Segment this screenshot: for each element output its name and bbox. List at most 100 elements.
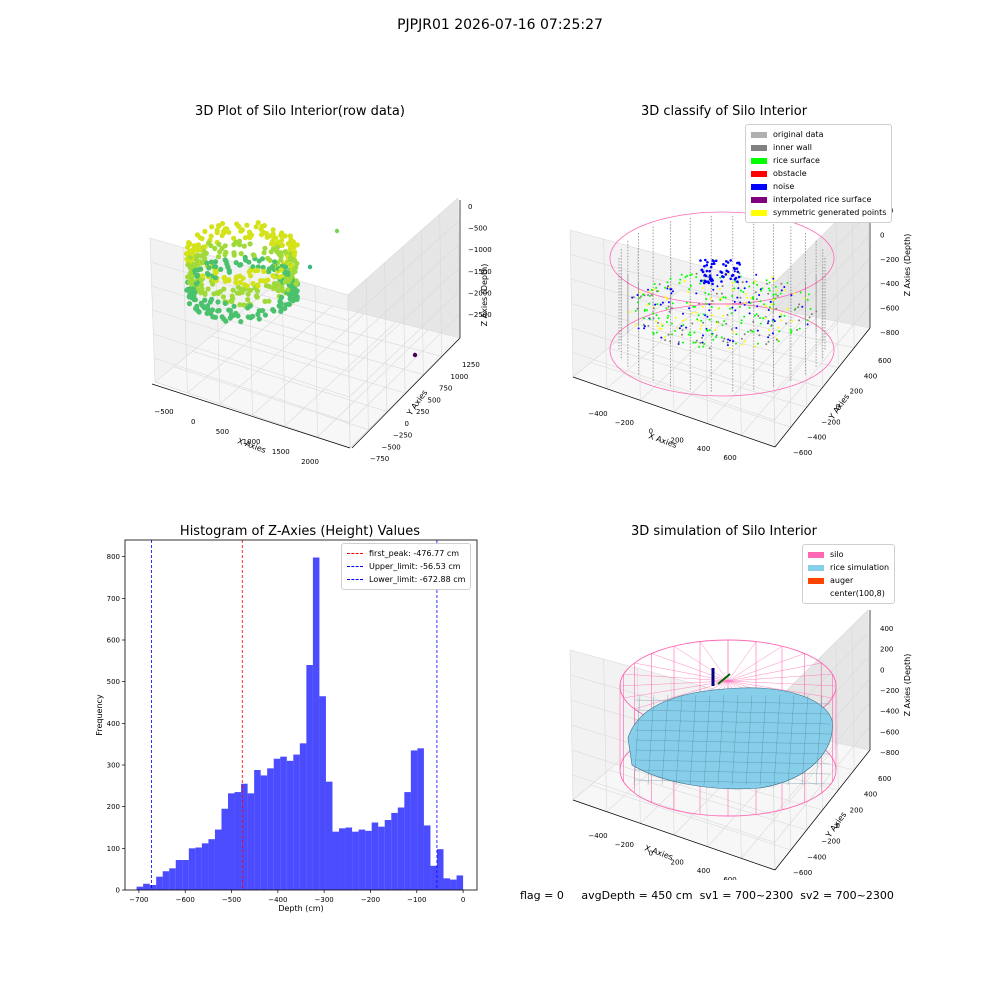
classified-point: [786, 308, 789, 310]
classified-point: [695, 292, 698, 295]
mesh-line: [634, 709, 831, 715]
axes-box: [569, 189, 871, 448]
classified-point: [729, 307, 731, 310]
z-axis-label: Z Axies (Depth): [480, 264, 489, 327]
data-point: [202, 290, 208, 296]
classified-point: [643, 327, 646, 330]
tick-label: 600: [878, 357, 891, 365]
legend-entry: Upper_limit: -56.53 cm: [347, 560, 465, 573]
noise-point: [711, 279, 714, 282]
classified-point: [726, 344, 729, 347]
classified-point: [729, 339, 731, 342]
classified-point: [755, 298, 758, 301]
classified-point: [780, 319, 783, 322]
tick-label: 750: [439, 385, 452, 393]
data-point: [285, 287, 291, 293]
mesh-line: [634, 749, 831, 755]
noise-point: [737, 275, 741, 279]
legend-label: center(100,8): [830, 589, 885, 598]
silo-roof-line: [623, 680, 729, 699]
x-ticks: −500 0 500 1000 1500 2000: [154, 408, 319, 466]
mesh-line: [689, 694, 697, 786]
noise-point: [738, 263, 741, 266]
data-point: [219, 314, 225, 320]
data-point: [206, 265, 212, 271]
classified-point: [760, 289, 763, 292]
tick-label: −200: [615, 419, 634, 427]
classified-point: [776, 294, 779, 297]
data-point: [290, 270, 296, 276]
classified-point: [738, 272, 741, 275]
classified-point: [689, 274, 692, 277]
classified-point: [798, 327, 801, 330]
classified-point: [689, 284, 692, 287]
classified-point: [723, 320, 726, 323]
classified-point: [726, 313, 729, 316]
classified-point: [803, 297, 806, 300]
classified-point: [765, 343, 768, 346]
tick-label: 200: [671, 436, 684, 444]
classified-point: [694, 341, 697, 344]
histogram-bar: [450, 879, 457, 890]
tick-label: 200: [671, 858, 684, 866]
mesh-line: [815, 694, 823, 786]
legend-label: obstacle: [773, 169, 807, 178]
classified-point: [806, 298, 809, 301]
classified-point: [708, 347, 711, 350]
classified-point: [643, 310, 646, 312]
classified-point: [646, 309, 648, 312]
tick-label: 0: [649, 850, 653, 858]
data-point: [192, 263, 198, 269]
classified-point: [678, 327, 681, 330]
tick-label: 0: [836, 822, 840, 830]
classified-point: [676, 327, 679, 330]
classified-point: [643, 325, 646, 328]
noise-point: [719, 270, 722, 273]
classified-point: [718, 288, 721, 290]
data-point: [216, 223, 222, 229]
tick-label: 400: [864, 791, 877, 799]
classified-point: [631, 296, 634, 299]
classified-point: [731, 306, 734, 309]
classified-point: [688, 288, 691, 291]
data-point: [244, 222, 250, 228]
data-point: [186, 240, 192, 246]
noise-point: [709, 265, 713, 269]
tick-label: 1000: [451, 373, 469, 381]
classified-point: [669, 340, 672, 343]
classified-point: [655, 320, 658, 323]
classified-point: [796, 329, 798, 331]
classified-point: [637, 327, 640, 330]
data-point: [202, 228, 208, 235]
tick-label: −400: [588, 410, 607, 418]
y-axis-line: [774, 749, 871, 871]
histogram-bar: [456, 875, 464, 890]
histogram-bar: [339, 828, 346, 890]
classified-point: [719, 298, 722, 301]
histogram-bar: [195, 847, 202, 890]
tick-label: 0: [468, 203, 472, 211]
data-point: [205, 272, 211, 278]
classified-point: [690, 273, 693, 276]
classified-point: [767, 292, 770, 295]
classified-point: [722, 296, 725, 299]
classified-point: [636, 294, 639, 296]
classified-point: [711, 300, 714, 302]
histogram-bar: [143, 883, 150, 890]
legend-entry: rice simulation: [808, 561, 889, 574]
classified-point: [658, 283, 661, 286]
z-axis-label: Z Axies (Depth): [903, 234, 912, 297]
classified-point: [674, 316, 677, 319]
data-point: [266, 298, 272, 304]
classified-point: [751, 297, 754, 300]
classified-point: [720, 292, 723, 295]
data-point: [184, 287, 190, 293]
plot2-title: 3D classify of Silo Interior: [640, 104, 808, 119]
tick-label: −750: [370, 455, 389, 463]
histogram-bar: [280, 756, 287, 890]
histogram-bar: [254, 770, 261, 890]
classified-point: [759, 322, 762, 325]
data-point: [226, 307, 232, 313]
classified-point: [763, 303, 766, 306]
classified-point: [695, 272, 698, 275]
